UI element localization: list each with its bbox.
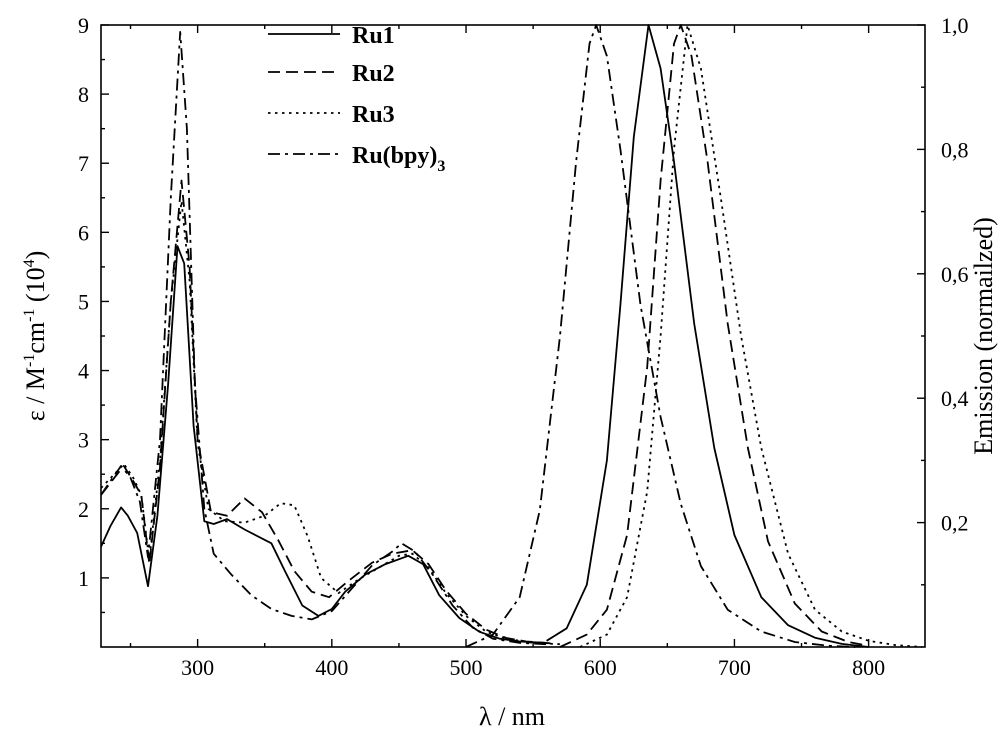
y2-tick-label: 1,0: [941, 13, 969, 38]
x-tick-label: 500: [450, 655, 483, 680]
y-title-part-c: (10: [21, 267, 50, 308]
series-ru-bpy-3-absorption: [100, 31, 547, 646]
series-ru3-absorption: [100, 200, 561, 646]
y-tick-label: 7: [78, 151, 89, 176]
series-ru1-emission: [546, 24, 869, 648]
y-tick-label: 4: [78, 359, 89, 384]
y-tick-label: 8: [78, 82, 89, 107]
legend: Ru1 Ru2 Ru3 Ru(bpy)3: [268, 23, 445, 175]
legend-label-ru1: Ru1: [352, 23, 395, 49]
y-tick-label: 5: [78, 289, 89, 314]
x-tick-label: 600: [584, 655, 617, 680]
plot-frame: [100, 24, 926, 648]
series-ru3-emission: [579, 24, 923, 648]
x-axis-title: λ / nm: [479, 702, 545, 731]
y-tick-label: 3: [78, 428, 89, 453]
series-ru1-absorption: [100, 245, 547, 644]
y-axis-title: ε / M-1cm-1 (104): [21, 251, 50, 422]
legend-label-ru2: Ru2: [352, 61, 395, 87]
series-ru2-absorption: [100, 179, 554, 645]
y-tick-label: 2: [78, 497, 89, 522]
x-tick-label: 400: [315, 655, 348, 680]
y-title-sup-3: 4: [21, 259, 38, 267]
y2-tick-label: 0,4: [941, 386, 969, 411]
y-tick-label: 1: [78, 566, 89, 591]
y-title-part-d: ): [21, 251, 50, 260]
series-layer: [100, 24, 923, 648]
y-title-part-a: ε / M: [21, 367, 50, 421]
legend-label-ru-bpy-3: Ru(bpy)3: [352, 143, 445, 175]
x-tick-label: 700: [718, 655, 751, 680]
ticks-layer: 300 400 500 600 700 800 1 2 3 4 5 6 7 8 9 0,2 0,4 0,6 0,8 1…: [78, 13, 969, 680]
series-ru2-emission: [559, 24, 869, 648]
y2-tick-label: 0,6: [941, 262, 969, 287]
series-ru-bpy-3-emission: [465, 24, 856, 648]
plot-border: [100, 24, 926, 648]
y-title-sup-1: -1: [21, 354, 38, 367]
y2-tick-label: 0,2: [941, 511, 969, 536]
x-tick-label: 800: [852, 655, 885, 680]
y-title-sup-2: -1: [21, 309, 38, 322]
y2-tick-label: 0,8: [941, 137, 969, 162]
y2-axis-title: Emission (normailzed): [969, 217, 998, 455]
y-title-part-b: cm: [21, 322, 50, 354]
y-tick-label: 9: [78, 13, 89, 38]
x-tick-label: 300: [181, 655, 214, 680]
y-tick-label: 6: [78, 220, 89, 245]
legend-label-ru3: Ru3: [352, 102, 395, 128]
